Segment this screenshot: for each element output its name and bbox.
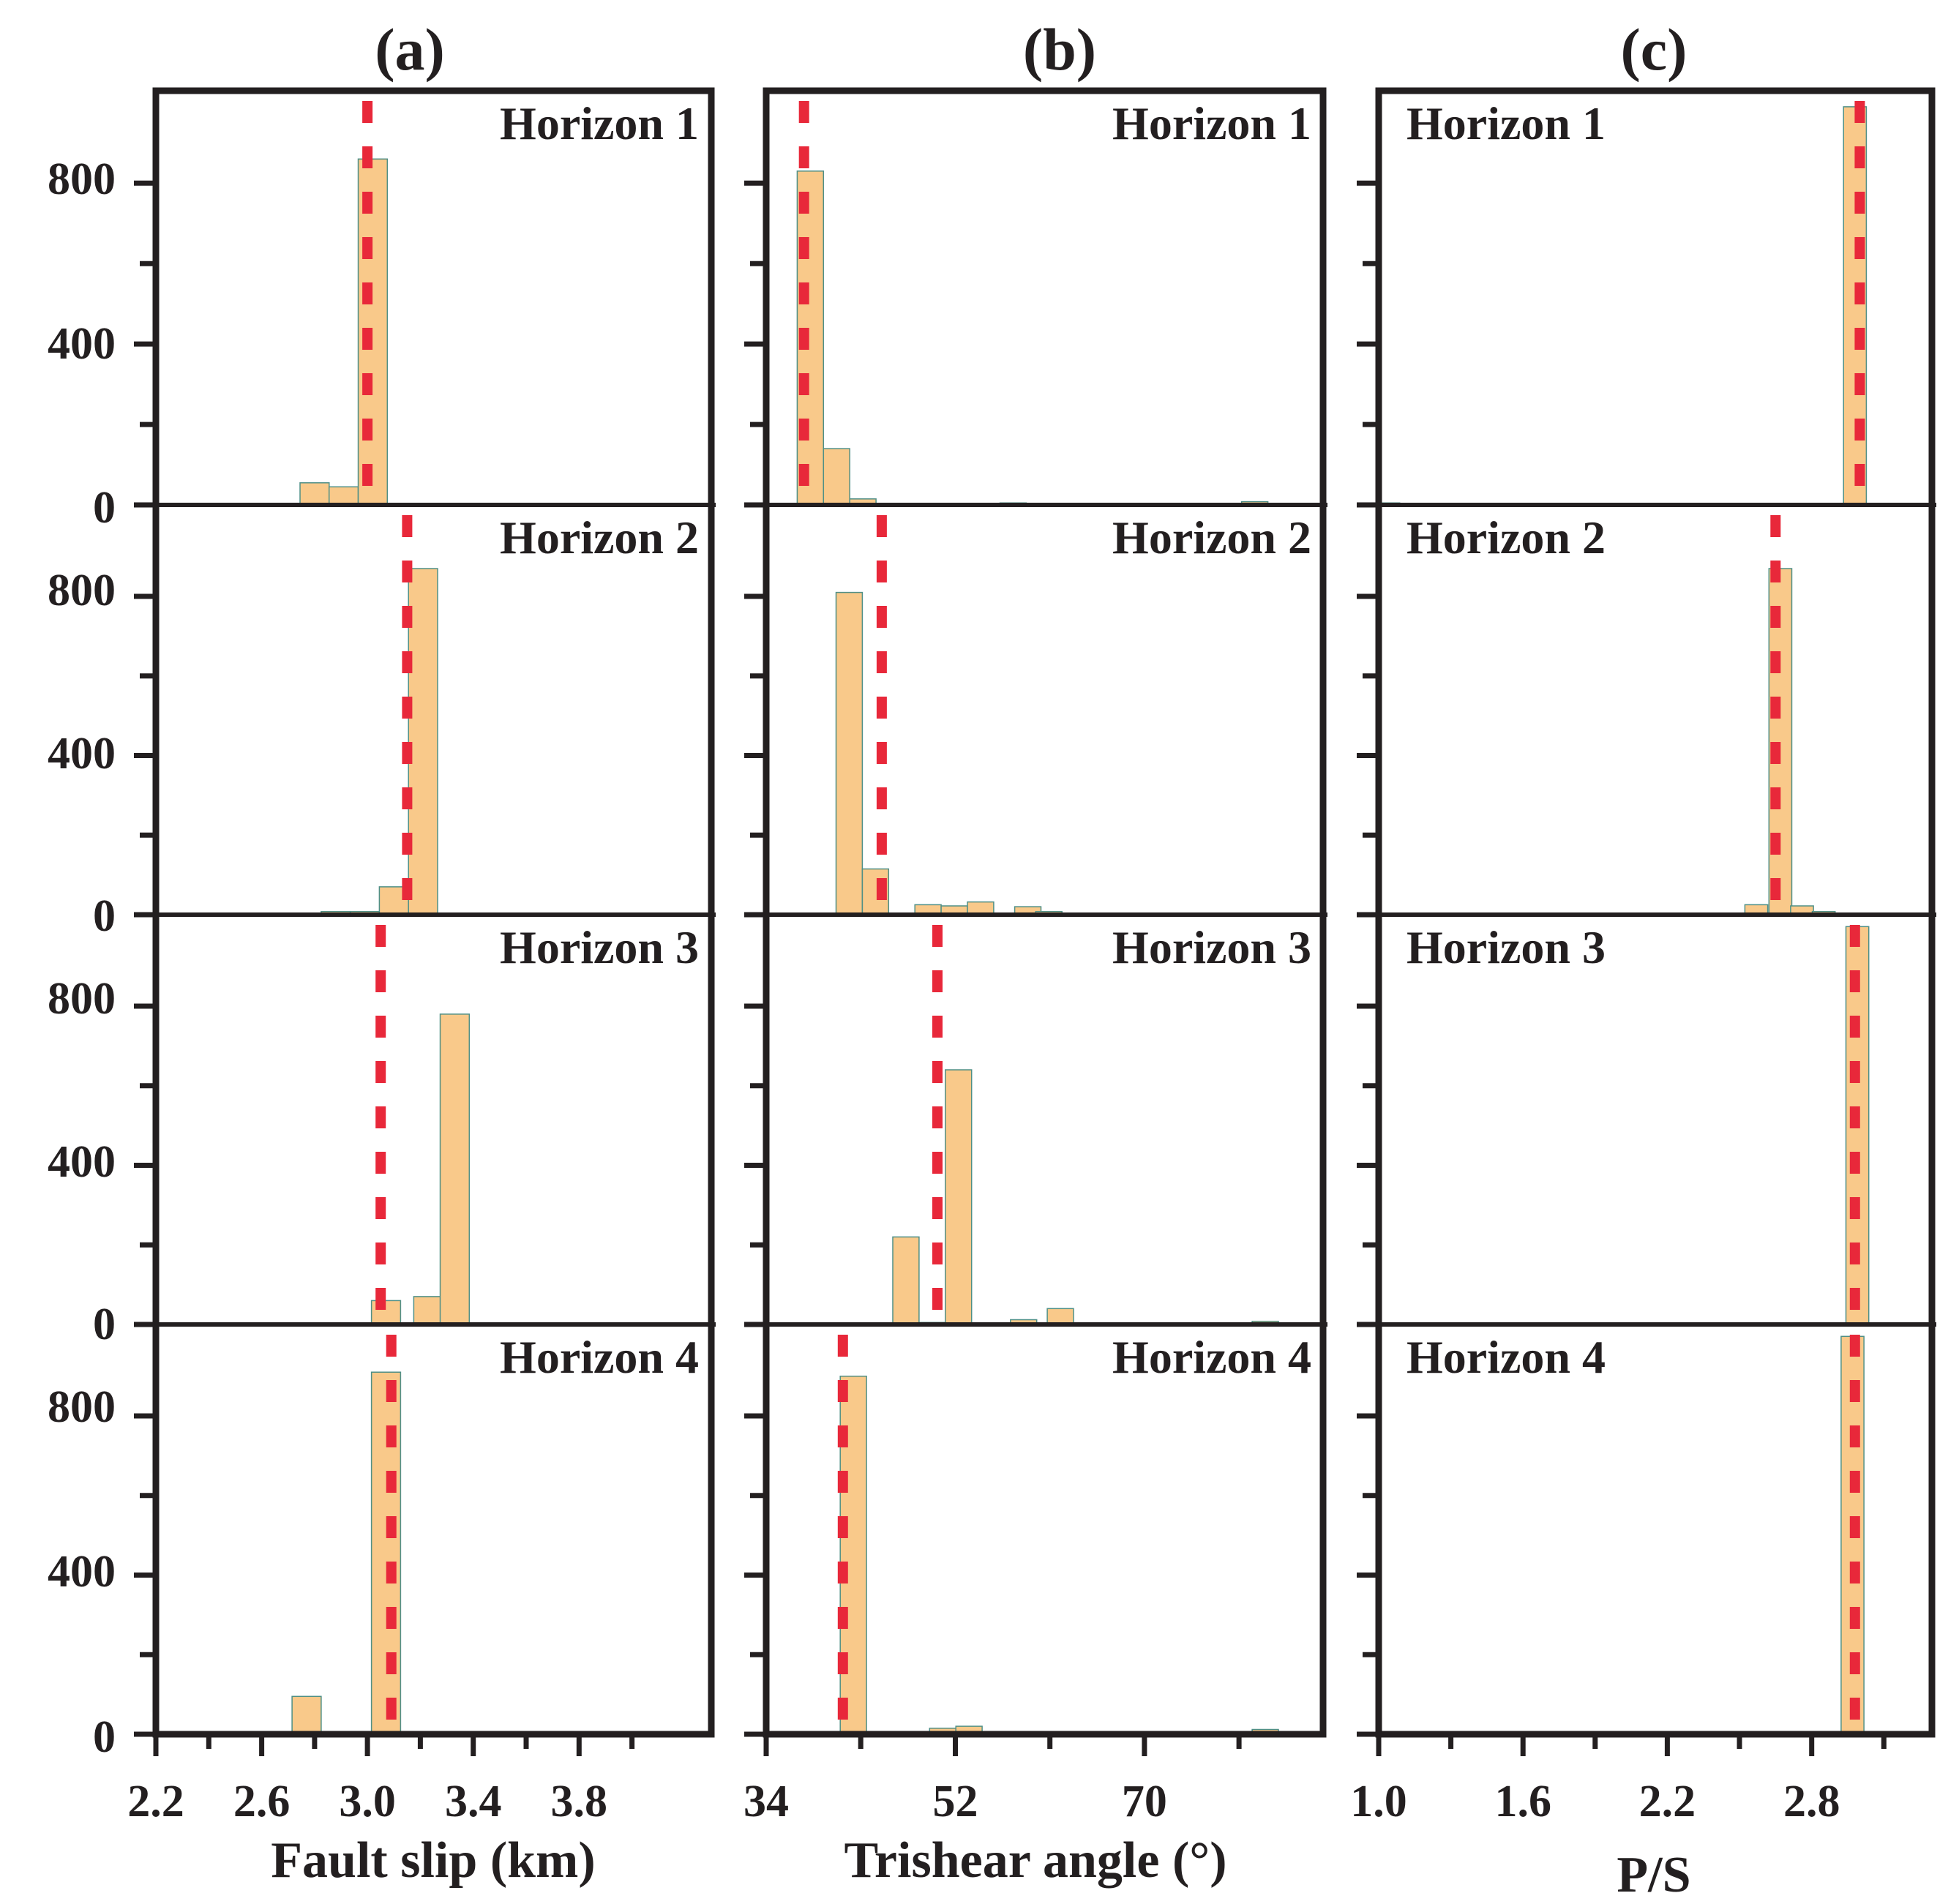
x-tick-label: 3.4 <box>445 1777 502 1826</box>
histogram-bar <box>945 1069 973 1325</box>
y-tick-label-r4-0: 0 <box>93 1712 116 1762</box>
horizon-label: Horizon 2 <box>500 511 699 563</box>
y-tick-label-r2-0: 0 <box>93 891 116 941</box>
plot-layer: Horizon 1 Horizon 2 Horizon 3 Horizon 4 2.2 2… <box>127 87 1936 1826</box>
horizon-label: Horizon 4 <box>1406 1331 1606 1383</box>
histogram-bar <box>299 482 330 506</box>
histogram-bar <box>823 448 850 506</box>
horizon-label: Horizon 3 <box>1406 921 1606 973</box>
y-tick-label-r1-400: 400 <box>48 319 116 369</box>
x-tick-label: 2.8 <box>1783 1777 1840 1826</box>
histogram-bar <box>1046 1308 1074 1325</box>
x-tick-label: 34 <box>743 1777 789 1826</box>
y-tick-label-r4-400: 400 <box>48 1547 116 1597</box>
histogram-bar <box>439 1013 471 1325</box>
horizon-label: Horizon 1 <box>500 97 699 149</box>
x-tick-label: 1.0 <box>1350 1777 1407 1826</box>
panel-title-c: (c) <box>1620 16 1687 83</box>
x-tick-label: 52 <box>933 1777 978 1826</box>
y-tick-label-r2-800: 800 <box>48 566 116 615</box>
panel-frame <box>152 87 715 1738</box>
horizon-label: Horizon 4 <box>1112 1331 1311 1383</box>
y-tick-label-r2-400: 400 <box>48 729 116 779</box>
histogram-bar <box>413 1296 443 1325</box>
x-axis-label-c: P/S <box>1617 1847 1690 1903</box>
y-tick-label-r1-800: 800 <box>48 154 116 204</box>
horizon-label: Horizon 4 <box>500 1331 699 1383</box>
histogram-bar <box>408 568 438 915</box>
panel-title-a: (a) <box>375 16 445 83</box>
histogram-bar <box>892 1236 920 1325</box>
horizon-label: Horizon 2 <box>1406 511 1606 563</box>
panel-title-b: (b) <box>1023 16 1096 83</box>
panel-frame <box>763 87 1327 1738</box>
horizon-label: Horizon 3 <box>500 921 699 973</box>
x-tick-label: 3.0 <box>339 1777 396 1826</box>
panel-frame <box>1375 87 1936 1738</box>
histogram-bar <box>835 591 864 915</box>
x-axis-label-a: Fault slip (km) <box>271 1832 595 1889</box>
y-tick-labels: 800 400 0 800 400 0 800 400 0 800 400 0 <box>48 154 116 1762</box>
panel-b: Horizon 1 Horizon 2 Horizon 3 Horizon 4 34 52… <box>743 87 1327 1826</box>
x-tick-label: 2.2 <box>127 1777 184 1826</box>
y-tick-label-r3-400: 400 <box>48 1137 116 1187</box>
horizon-label: Horizon 3 <box>1112 921 1311 973</box>
y-tick-label-r4-800: 800 <box>48 1382 116 1432</box>
panel-a: Horizon 1 Horizon 2 Horizon 3 Horizon 4 2.2 2… <box>127 87 716 1826</box>
histogram-bar <box>328 486 359 506</box>
panel-c: Horizon 1 Horizon 2 Horizon 3 Horizon 4 1.0 1… <box>1350 87 1936 1826</box>
y-tick-label-r3-0: 0 <box>93 1300 116 1349</box>
x-tick-label: 3.8 <box>551 1777 608 1826</box>
horizon-label: Horizon 1 <box>1406 97 1606 149</box>
x-axis-label-b: Trishear angle (°) <box>844 1832 1226 1889</box>
horizon-label: Horizon 1 <box>1112 97 1311 149</box>
histogram-bar <box>291 1695 322 1735</box>
x-tick-label: 1.6 <box>1494 1777 1551 1826</box>
y-tick-label-r1-0: 0 <box>93 483 116 533</box>
x-tick-label: 2.2 <box>1639 1777 1696 1826</box>
x-tick-label: 70 <box>1122 1777 1167 1826</box>
y-tick-label-r3-800: 800 <box>48 974 116 1024</box>
horizon-label: Horizon 2 <box>1112 511 1311 563</box>
x-tick-label: 2.6 <box>233 1777 291 1826</box>
